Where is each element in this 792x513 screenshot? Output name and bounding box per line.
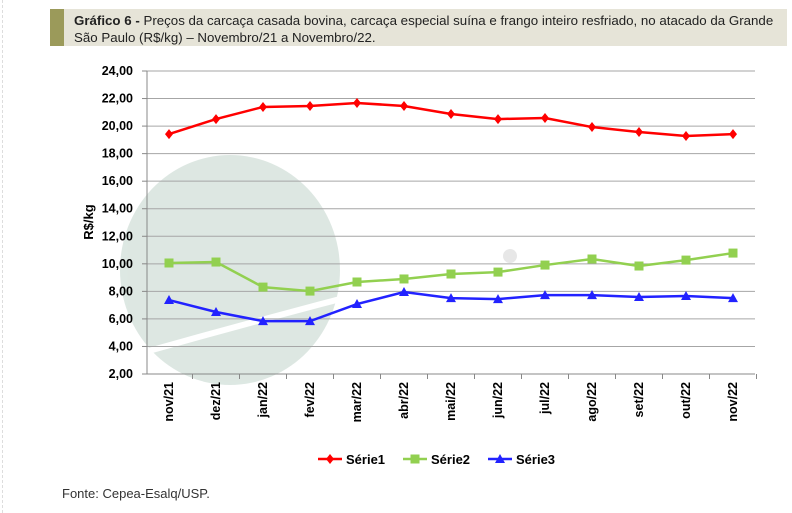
data-point-Série2 [211, 257, 221, 267]
x-tick-label: mar/22 [350, 382, 364, 422]
data-point-Série1 [259, 101, 267, 112]
data-point-Série2 [493, 267, 503, 277]
data-point-Série3 [258, 316, 268, 326]
data-point-Série3 [352, 299, 362, 309]
data-point-Série2 [352, 277, 362, 287]
y-tick-label: 8,00 [109, 284, 133, 298]
data-point-Série3 [211, 307, 221, 317]
data-point-Série3 [728, 293, 738, 303]
legend-marker-Série1 [326, 454, 334, 464]
x-tick-label: out/22 [679, 382, 693, 419]
data-point-Série3 [634, 292, 644, 302]
data-point-Série1 [447, 108, 455, 119]
x-tick-label: abr/22 [397, 382, 411, 419]
x-tick-label: set/22 [632, 382, 646, 417]
caption-label: Gráfico 6 - [74, 13, 140, 28]
data-point-Série1 [494, 114, 502, 125]
x-tick-label: mai/22 [444, 382, 458, 421]
y-tick-label: 6,00 [109, 312, 133, 326]
data-point-Série1 [729, 129, 737, 140]
data-point-Série2 [258, 282, 268, 292]
x-tick-label: fev/22 [303, 382, 317, 417]
y-tick-label: 16,00 [102, 174, 133, 188]
legend-label: Série2 [431, 452, 470, 467]
data-point-Série2 [681, 255, 691, 265]
source-note: Fonte: Cepea-Esalq/USP. [62, 486, 210, 501]
x-tick-label: jan/22 [256, 382, 270, 418]
legend-marker-Série2 [410, 454, 420, 464]
legend-marker-Série3 [495, 454, 505, 463]
data-point-Série2 [728, 248, 738, 258]
y-tick-label: 10,00 [102, 257, 133, 271]
data-point-Série1 [165, 129, 173, 140]
data-point-Série3 [493, 294, 503, 304]
x-tick-label: jul/22 [538, 382, 552, 415]
y-axis-label: R$/kg [81, 204, 96, 239]
data-point-Série2 [540, 260, 550, 270]
caption-text: Preços da carcaça casada bovina, carcaça… [74, 13, 774, 45]
legend-label: Série3 [516, 452, 555, 467]
data-point-Série1 [682, 131, 690, 142]
data-point-Série3 [681, 291, 691, 301]
y-tick-label: 22,00 [102, 92, 133, 106]
data-point-Série1 [400, 100, 408, 111]
x-tick-label: ago/22 [585, 382, 599, 422]
data-point-Série3 [587, 290, 597, 300]
data-point-Série3 [305, 316, 315, 326]
x-tick-label: nov/22 [726, 382, 740, 422]
page-border [2, 0, 3, 513]
y-tick-label: 24,00 [102, 64, 133, 78]
data-point-Série2 [399, 274, 409, 284]
y-tick-label: 4,00 [109, 339, 133, 353]
data-point-Série2 [164, 258, 174, 268]
y-tick-label: 14,00 [102, 202, 133, 216]
data-point-Série2 [634, 261, 644, 271]
data-point-Série3 [540, 290, 550, 300]
data-point-Série2 [587, 254, 597, 264]
data-point-Série2 [446, 269, 456, 279]
data-point-Série3 [399, 287, 409, 297]
x-tick-label: dez/21 [209, 382, 223, 420]
data-point-Série1 [306, 100, 314, 111]
data-point-Série3 [446, 293, 456, 303]
data-point-Série3 [164, 295, 174, 305]
series-line-Série1 [168, 101, 734, 138]
watermark-logo [120, 155, 517, 385]
legend-label: Série1 [346, 452, 385, 467]
y-tick-label: 12,00 [102, 229, 133, 243]
chart-caption: Gráfico 6 - Preços da carcaça casada bov… [50, 9, 787, 46]
y-tick-label: 2,00 [109, 367, 133, 381]
x-tick-label: jun/22 [491, 382, 505, 419]
x-tick-label: nov/21 [162, 382, 176, 422]
data-point-Série2 [305, 286, 315, 296]
data-point-Série1 [353, 97, 361, 108]
data-point-Série1 [541, 112, 549, 123]
data-point-Série1 [635, 127, 643, 138]
y-tick-label: 20,00 [102, 119, 133, 133]
y-tick-label: 18,00 [102, 147, 133, 161]
data-point-Série1 [212, 114, 220, 125]
data-point-Série1 [588, 122, 596, 133]
